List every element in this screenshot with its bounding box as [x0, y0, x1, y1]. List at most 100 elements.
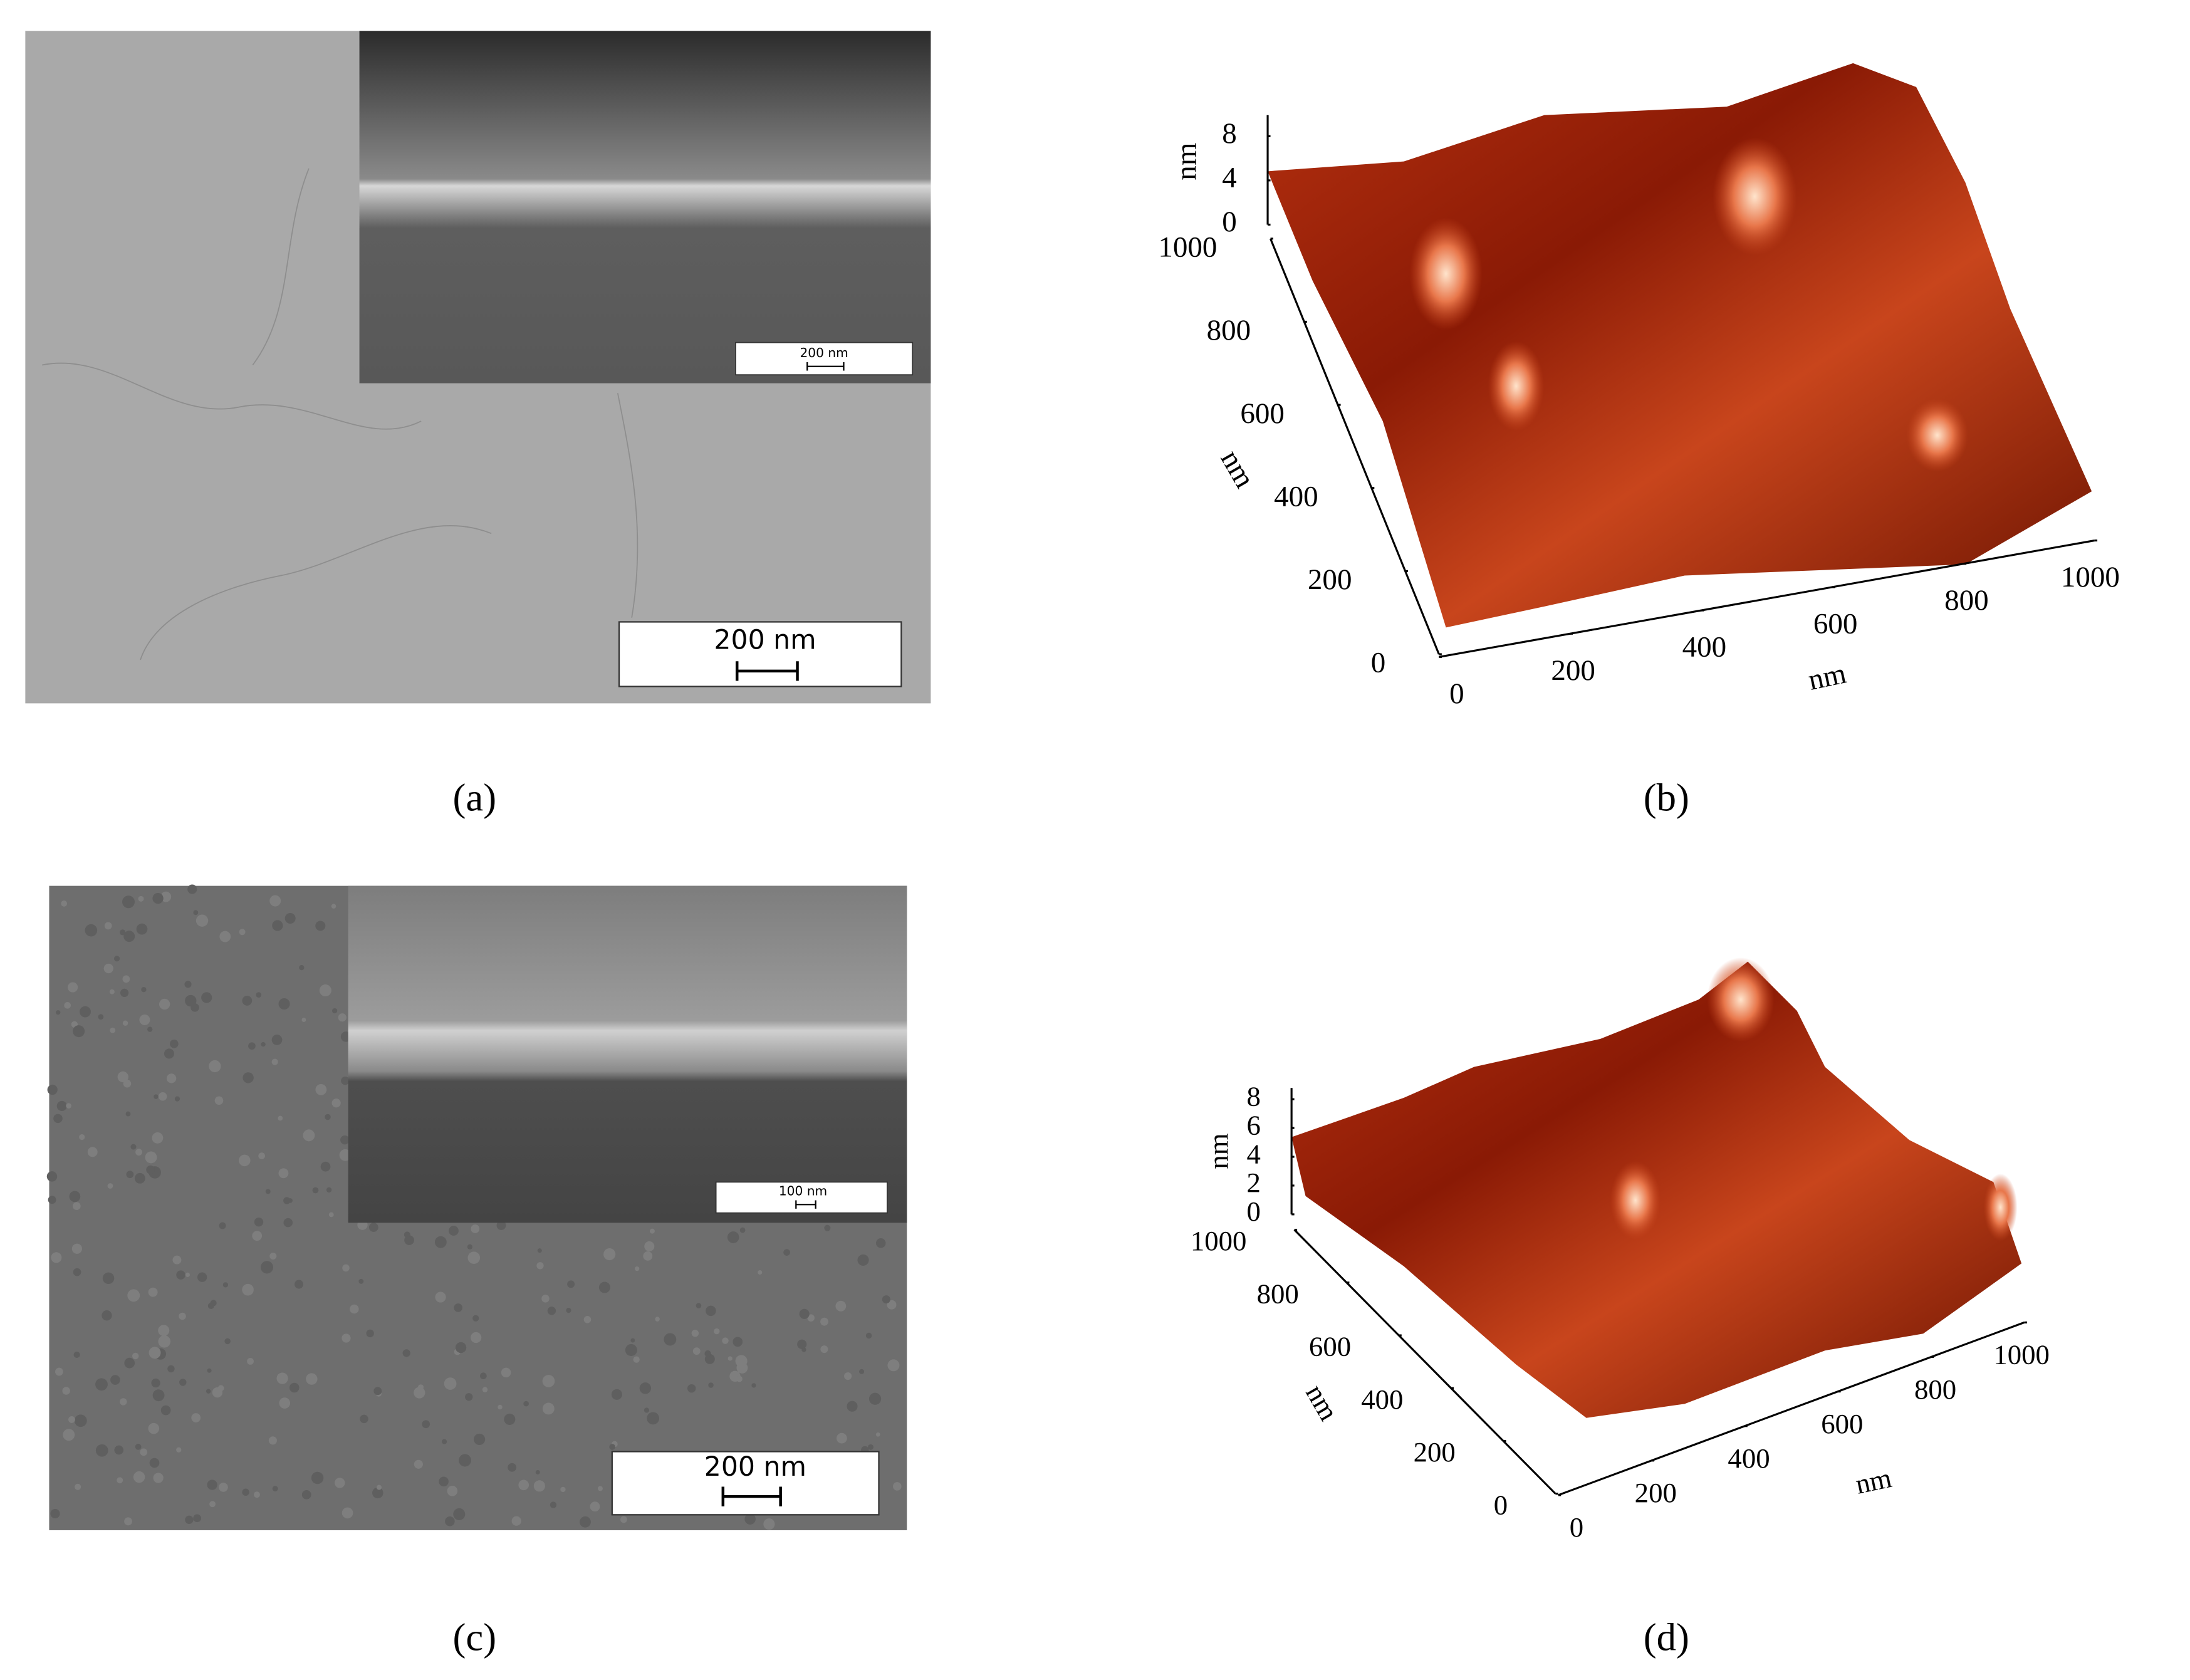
- grain: [320, 1161, 331, 1172]
- grain: [146, 1165, 155, 1174]
- grain: [580, 1516, 591, 1528]
- grain: [480, 1372, 487, 1380]
- grain: [533, 1480, 545, 1492]
- y_axis-tick-label: 200: [1308, 563, 1352, 596]
- grain: [865, 1332, 872, 1339]
- grain: [454, 1303, 462, 1312]
- grain: [113, 956, 120, 962]
- grain: [73, 1025, 85, 1038]
- grain: [120, 988, 129, 998]
- grain: [176, 1447, 182, 1453]
- grain: [278, 998, 290, 1010]
- grain: [319, 984, 331, 997]
- grain: [482, 1387, 488, 1392]
- grain: [219, 931, 231, 942]
- x_axis-tick-label: 800: [1944, 584, 1989, 617]
- grain: [185, 1272, 190, 1277]
- grain: [191, 1413, 201, 1422]
- grain: [184, 981, 192, 988]
- grain: [122, 895, 135, 909]
- scale-box: [611, 1451, 880, 1516]
- grain: [147, 1026, 153, 1032]
- grain: [207, 1479, 217, 1490]
- grain: [47, 1084, 58, 1095]
- y_axis-tick-label: 1000: [1191, 1225, 1247, 1256]
- panel-b: (b) 048020040060080010000200400600800100…: [1158, 63, 2120, 820]
- grain: [301, 1018, 306, 1022]
- grain: [283, 1218, 293, 1228]
- grain: [48, 1196, 56, 1204]
- grain: [73, 1351, 80, 1359]
- y_axis-tick-label: 400: [1274, 480, 1318, 513]
- grain: [537, 1248, 542, 1253]
- grain: [172, 1255, 182, 1265]
- grain: [402, 1349, 410, 1357]
- grain: [857, 1254, 869, 1266]
- grain: [95, 1444, 108, 1457]
- grain: [79, 1134, 85, 1140]
- grain: [739, 1227, 746, 1233]
- surface-grains: [46, 884, 902, 1530]
- z-axis-label: nm: [1202, 1133, 1234, 1169]
- grain: [455, 1342, 467, 1354]
- x_axis-tick-label: 800: [1914, 1374, 1956, 1405]
- grain: [102, 1272, 115, 1285]
- grain: [74, 1414, 87, 1427]
- grain: [63, 1429, 75, 1441]
- grain: [125, 1111, 131, 1117]
- grain: [276, 1372, 288, 1384]
- grain: [366, 1329, 374, 1338]
- grain: [107, 1183, 113, 1189]
- y_axis-tick-label: 800: [1207, 314, 1251, 347]
- grain: [835, 1300, 847, 1312]
- grain: [422, 1420, 430, 1429]
- inset-scale-text: 100 nm: [779, 1184, 827, 1199]
- grain: [242, 1283, 254, 1296]
- panel-label: (d): [1644, 1615, 1689, 1659]
- grain: [465, 1393, 473, 1401]
- y_axis-tick-label: 0: [1371, 647, 1386, 679]
- grain: [56, 1010, 61, 1015]
- grain: [136, 923, 148, 935]
- panel-a: 200 nm 200 nm (a): [25, 31, 931, 820]
- grain: [744, 1513, 756, 1525]
- grain: [141, 987, 147, 993]
- grain: [373, 1387, 382, 1396]
- grain: [664, 1333, 677, 1346]
- grain: [404, 1231, 410, 1238]
- scale-bar: [721, 1486, 782, 1506]
- grain: [104, 922, 112, 930]
- grain: [179, 1312, 186, 1320]
- grain: [53, 1114, 63, 1124]
- scale-text: 200 nm: [714, 624, 816, 655]
- y-axis-label: nm: [1214, 444, 1261, 493]
- grain: [603, 1248, 616, 1261]
- grain: [414, 1387, 425, 1399]
- grain: [783, 1249, 790, 1256]
- grain: [239, 929, 246, 936]
- grain: [644, 1241, 655, 1252]
- grain: [122, 975, 130, 983]
- grain: [152, 1389, 165, 1402]
- grain: [120, 929, 126, 936]
- grain: [61, 900, 68, 907]
- grain: [135, 1149, 143, 1156]
- afm-peak: [1713, 137, 1797, 256]
- z_axis-tick-label: 8: [1246, 1080, 1260, 1112]
- grain: [523, 1401, 529, 1407]
- grain: [117, 1071, 128, 1083]
- grain: [272, 1486, 278, 1492]
- grain: [414, 1459, 423, 1469]
- grain: [152, 1132, 164, 1144]
- grain: [193, 1514, 201, 1523]
- grain: [820, 1317, 828, 1326]
- grain: [541, 1295, 550, 1303]
- grain: [706, 1305, 716, 1317]
- grain: [609, 1444, 615, 1450]
- grain: [71, 1243, 83, 1254]
- grain: [242, 1072, 254, 1083]
- grain: [87, 1147, 98, 1157]
- grain: [174, 1096, 180, 1102]
- grain: [471, 1224, 480, 1233]
- grain: [467, 1244, 472, 1250]
